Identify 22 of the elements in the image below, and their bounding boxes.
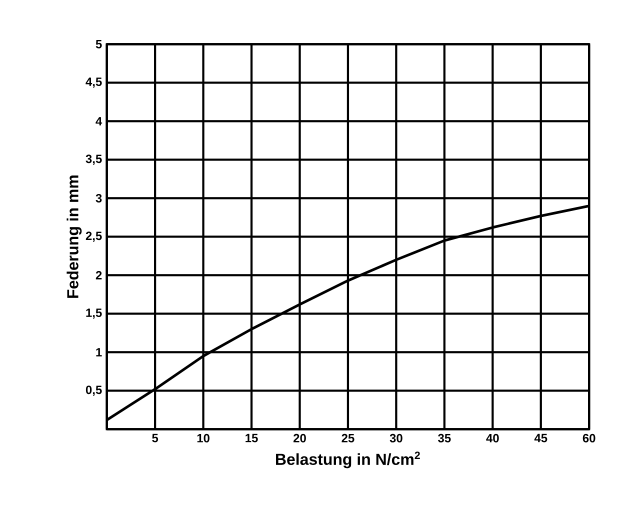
x-tick-label: 30	[390, 434, 402, 442]
y-tick-label: 5	[96, 40, 102, 48]
y-tick-label: 1	[96, 348, 102, 356]
y-tick-label: 3,5	[86, 154, 102, 165]
x-tick-label: 15	[246, 434, 258, 442]
y-axis-title: Federung in mm	[66, 176, 82, 298]
y-tick-label: 4	[96, 117, 102, 126]
y-tick-label: 2	[96, 270, 102, 280]
x-tick-label: 45	[534, 434, 548, 442]
y-tick-label: 0,5	[86, 386, 102, 396]
x-tick-label: 20	[293, 434, 306, 442]
x-tick-label: 40	[486, 434, 499, 442]
y-tick-label: 3	[96, 194, 102, 202]
x-tick-label: 35	[438, 434, 451, 442]
x-tick-label: 60	[582, 434, 596, 442]
y-tick-label: 2,5	[86, 232, 102, 242]
x-tick-label: 5	[152, 434, 158, 442]
x-tick-label: 10	[197, 434, 210, 442]
y-tick-label: 1,5	[86, 308, 102, 319]
y-tick-label: 4,5	[86, 78, 102, 88]
x-axis-title: Belastung in N/cm$^{2}$	[276, 452, 420, 468]
x-tick-label: 25	[342, 434, 354, 442]
